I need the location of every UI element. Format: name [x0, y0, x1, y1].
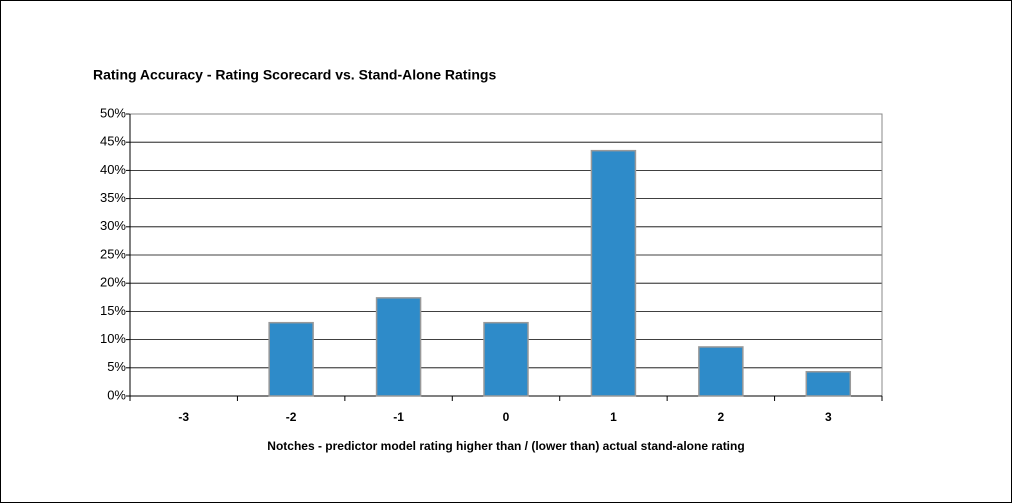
chart-title: Rating Accuracy - Rating Scorecard vs. S… [93, 67, 496, 83]
bar [805, 370, 852, 397]
x-tick-label: -1 [393, 410, 404, 424]
y-tick-label: 20% [100, 275, 126, 290]
y-tick-label: 25% [100, 246, 126, 261]
x-tick-label: 3 [825, 410, 832, 424]
y-tick-label: 5% [107, 359, 126, 374]
y-tick-label: 30% [100, 218, 126, 233]
bar [483, 321, 529, 397]
x-tick-label: 1 [610, 410, 617, 424]
y-tick-label: 10% [100, 331, 126, 346]
bar [698, 346, 744, 397]
x-tick-label: 0 [503, 410, 510, 424]
x-tick-label: -3 [178, 410, 189, 424]
bar [375, 297, 422, 397]
x-axis-label: Notches - predictor model rating higher … [267, 439, 744, 453]
bar [268, 321, 314, 397]
bar [590, 149, 637, 397]
x-tick-label: -2 [286, 410, 297, 424]
y-tick-label: 40% [100, 162, 126, 177]
x-tick-label: 2 [718, 410, 725, 424]
y-tick-label: 50% [100, 105, 126, 120]
y-tick-label: 15% [100, 303, 126, 318]
y-tick-label: 45% [100, 134, 126, 149]
y-tick-label: 35% [100, 190, 126, 205]
y-tick-label: 0% [107, 387, 126, 402]
